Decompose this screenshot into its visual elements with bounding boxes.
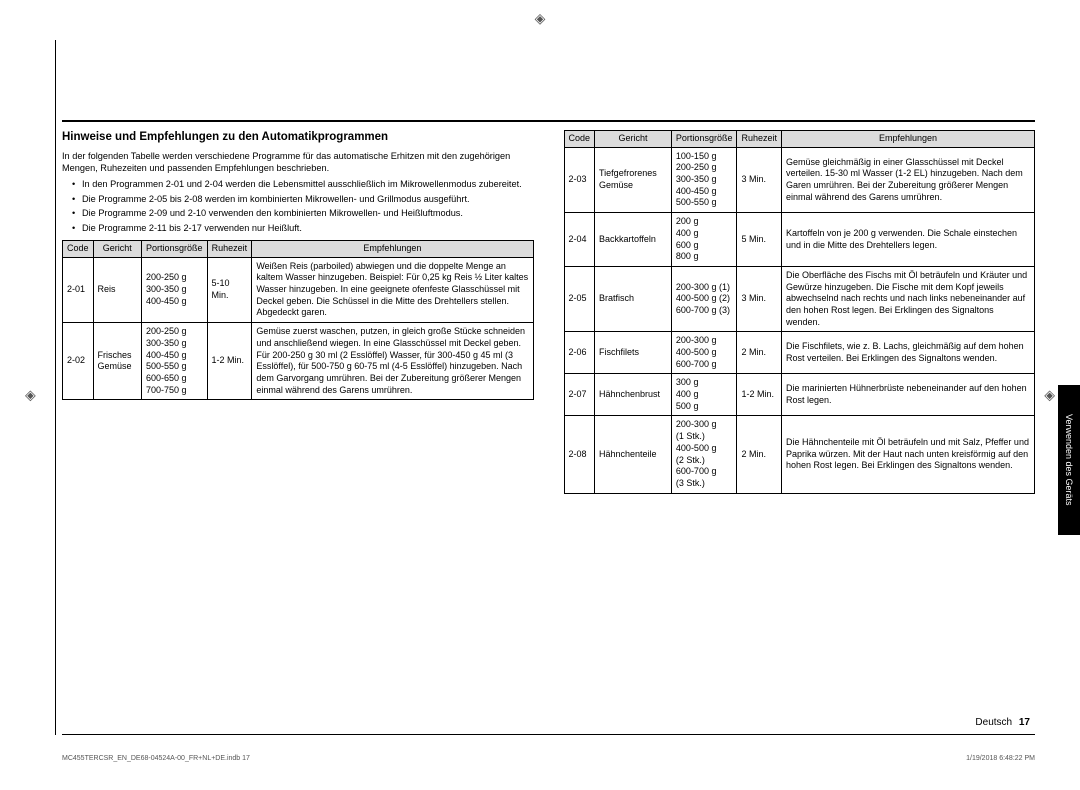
table-row: 2-05 Bratfisch 200-300 g (1) 400-500 g (…	[564, 266, 1035, 331]
col-empf: Empfehlungen	[781, 131, 1034, 148]
cell-ruhe: 1-2 Min.	[737, 374, 782, 416]
cell-empf: Die marinierten Hühnerbrüste nebeneinand…	[781, 374, 1034, 416]
right-column: Code Gericht Portionsgröße Ruhezeit Empf…	[564, 130, 1036, 494]
print-file: MC455TERCSR_EN_DE68-04524A-00_FR+NL+DE.i…	[62, 755, 250, 762]
content-columns: Hinweise und Empfehlungen zu den Automat…	[62, 130, 1035, 494]
cell-gericht: Backkartoffeln	[595, 213, 672, 267]
col-portion: Portionsgröße	[141, 241, 207, 258]
cell-code: 2-02	[63, 323, 94, 400]
cell-code: 2-01	[63, 257, 94, 322]
cell-empf: Die Fischfilets, wie z. B. Lachs, gleich…	[781, 332, 1034, 374]
footer-page-number: 17	[1019, 717, 1030, 728]
cell-ruhe: 2 Min.	[737, 416, 782, 493]
horizontal-rule	[62, 120, 1035, 122]
col-empf: Empfehlungen	[252, 241, 533, 258]
cell-ruhe: 2 Min.	[737, 332, 782, 374]
cell-code: 2-05	[564, 266, 595, 331]
footer-language: Deutsch	[975, 717, 1012, 728]
cell-portion: 100-150 g 200-250 g 300-350 g 400-450 g …	[671, 147, 737, 212]
cell-empf: Kartoffeln von je 200 g verwenden. Die S…	[781, 213, 1034, 267]
bullet-item: Die Programme 2-11 bis 2-17 verwenden nu…	[72, 222, 534, 234]
cell-code: 2-08	[564, 416, 595, 493]
cell-ruhe: 3 Min.	[737, 147, 782, 212]
program-table-left: Code Gericht Portionsgröße Ruhezeit Empf…	[62, 240, 534, 400]
cell-code: 2-03	[564, 147, 595, 212]
cell-ruhe: 5-10 Min.	[207, 257, 252, 322]
intro-text: In der folgenden Tabelle werden verschie…	[62, 150, 534, 175]
crop-mark-left: ◈	[25, 387, 36, 404]
bullet-item: In den Programmen 2-01 und 2-04 werden d…	[72, 178, 534, 190]
cell-portion: 300 g 400 g 500 g	[671, 374, 737, 416]
cell-ruhe: 1-2 Min.	[207, 323, 252, 400]
program-table-right: Code Gericht Portionsgröße Ruhezeit Empf…	[564, 130, 1036, 494]
cell-portion: 200-250 g 300-350 g 400-450 g	[141, 257, 207, 322]
cell-code: 2-04	[564, 213, 595, 267]
cell-portion: 200-300 g (1 Stk.) 400-500 g (2 Stk.) 60…	[671, 416, 737, 493]
cell-empf: Die Hähnchenteile mit Öl beträufeln und …	[781, 416, 1034, 493]
cell-gericht: Bratfisch	[595, 266, 672, 331]
bottom-rule	[62, 734, 1035, 735]
cell-code: 2-06	[564, 332, 595, 374]
col-gericht: Gericht	[93, 241, 141, 258]
cell-empf: Gemüse gleichmäßig in einer Glasschüssel…	[781, 147, 1034, 212]
table-row: 2-01 Reis 200-250 g 300-350 g 400-450 g …	[63, 257, 534, 322]
col-gericht: Gericht	[595, 131, 672, 148]
cell-empf: Die Oberfläche des Fischs mit Öl beträuf…	[781, 266, 1034, 331]
bullet-item: Die Programme 2-05 bis 2-08 werden im ko…	[72, 193, 534, 205]
cell-gericht: Tiefgefrorenes Gemüse	[595, 147, 672, 212]
col-code: Code	[564, 131, 595, 148]
table-row: 2-04 Backkartoffeln 200 g 400 g 600 g 80…	[564, 213, 1035, 267]
print-time: 1/19/2018 6:48:22 PM	[966, 755, 1035, 762]
table-row: 2-02 Frisches Gemüse 200-250 g 300-350 g…	[63, 323, 534, 400]
col-code: Code	[63, 241, 94, 258]
cell-portion: 200 g 400 g 600 g 800 g	[671, 213, 737, 267]
section-heading: Hinweise und Empfehlungen zu den Automat…	[62, 130, 534, 146]
table-row: 2-08 Hähnchenteile 200-300 g (1 Stk.) 40…	[564, 416, 1035, 493]
page-footer: Deutsch 17	[975, 717, 1030, 728]
cell-ruhe: 3 Min.	[737, 266, 782, 331]
crop-mark-right: ◈	[1044, 387, 1055, 404]
cell-portion: 200-300 g (1) 400-500 g (2) 600-700 g (3…	[671, 266, 737, 331]
cell-empf: Weißen Reis (parboiled) abwiegen und die…	[252, 257, 533, 322]
table-row: 2-07 Hähnchenbrust 300 g 400 g 500 g 1-2…	[564, 374, 1035, 416]
col-ruhe: Ruhezeit	[737, 131, 782, 148]
table-row: 2-06 Fischfilets 200-300 g 400-500 g 600…	[564, 332, 1035, 374]
cell-portion: 200-300 g 400-500 g 600-700 g	[671, 332, 737, 374]
bullet-item: Die Programme 2-09 und 2-10 verwenden de…	[72, 207, 534, 219]
cell-ruhe: 5 Min.	[737, 213, 782, 267]
cell-gericht: Hähnchenteile	[595, 416, 672, 493]
cell-gericht: Frisches Gemüse	[93, 323, 141, 400]
col-ruhe: Ruhezeit	[207, 241, 252, 258]
col-portion: Portionsgröße	[671, 131, 737, 148]
crop-mark-top: ◈	[535, 10, 546, 27]
page: ◈ ◈ ◈ Hinweise und Empfehlungen zu den A…	[0, 0, 1080, 790]
cell-empf: Gemüse zuerst waschen, putzen, in gleich…	[252, 323, 533, 400]
side-tab: Verwenden des Geräts	[1058, 385, 1080, 535]
table-row: 2-03 Tiefgefrorenes Gemüse 100-150 g 200…	[564, 147, 1035, 212]
side-tab-label: Verwenden des Geräts	[1064, 414, 1074, 506]
left-column: Hinweise und Empfehlungen zu den Automat…	[62, 130, 534, 494]
cell-gericht: Fischfilets	[595, 332, 672, 374]
cell-portion: 200-250 g 300-350 g 400-450 g 500-550 g …	[141, 323, 207, 400]
print-meta: MC455TERCSR_EN_DE68-04524A-00_FR+NL+DE.i…	[62, 755, 1035, 762]
cell-gericht: Reis	[93, 257, 141, 322]
left-margin-line	[55, 40, 56, 735]
cell-code: 2-07	[564, 374, 595, 416]
bullet-list: In den Programmen 2-01 und 2-04 werden d…	[62, 178, 534, 234]
cell-gericht: Hähnchenbrust	[595, 374, 672, 416]
